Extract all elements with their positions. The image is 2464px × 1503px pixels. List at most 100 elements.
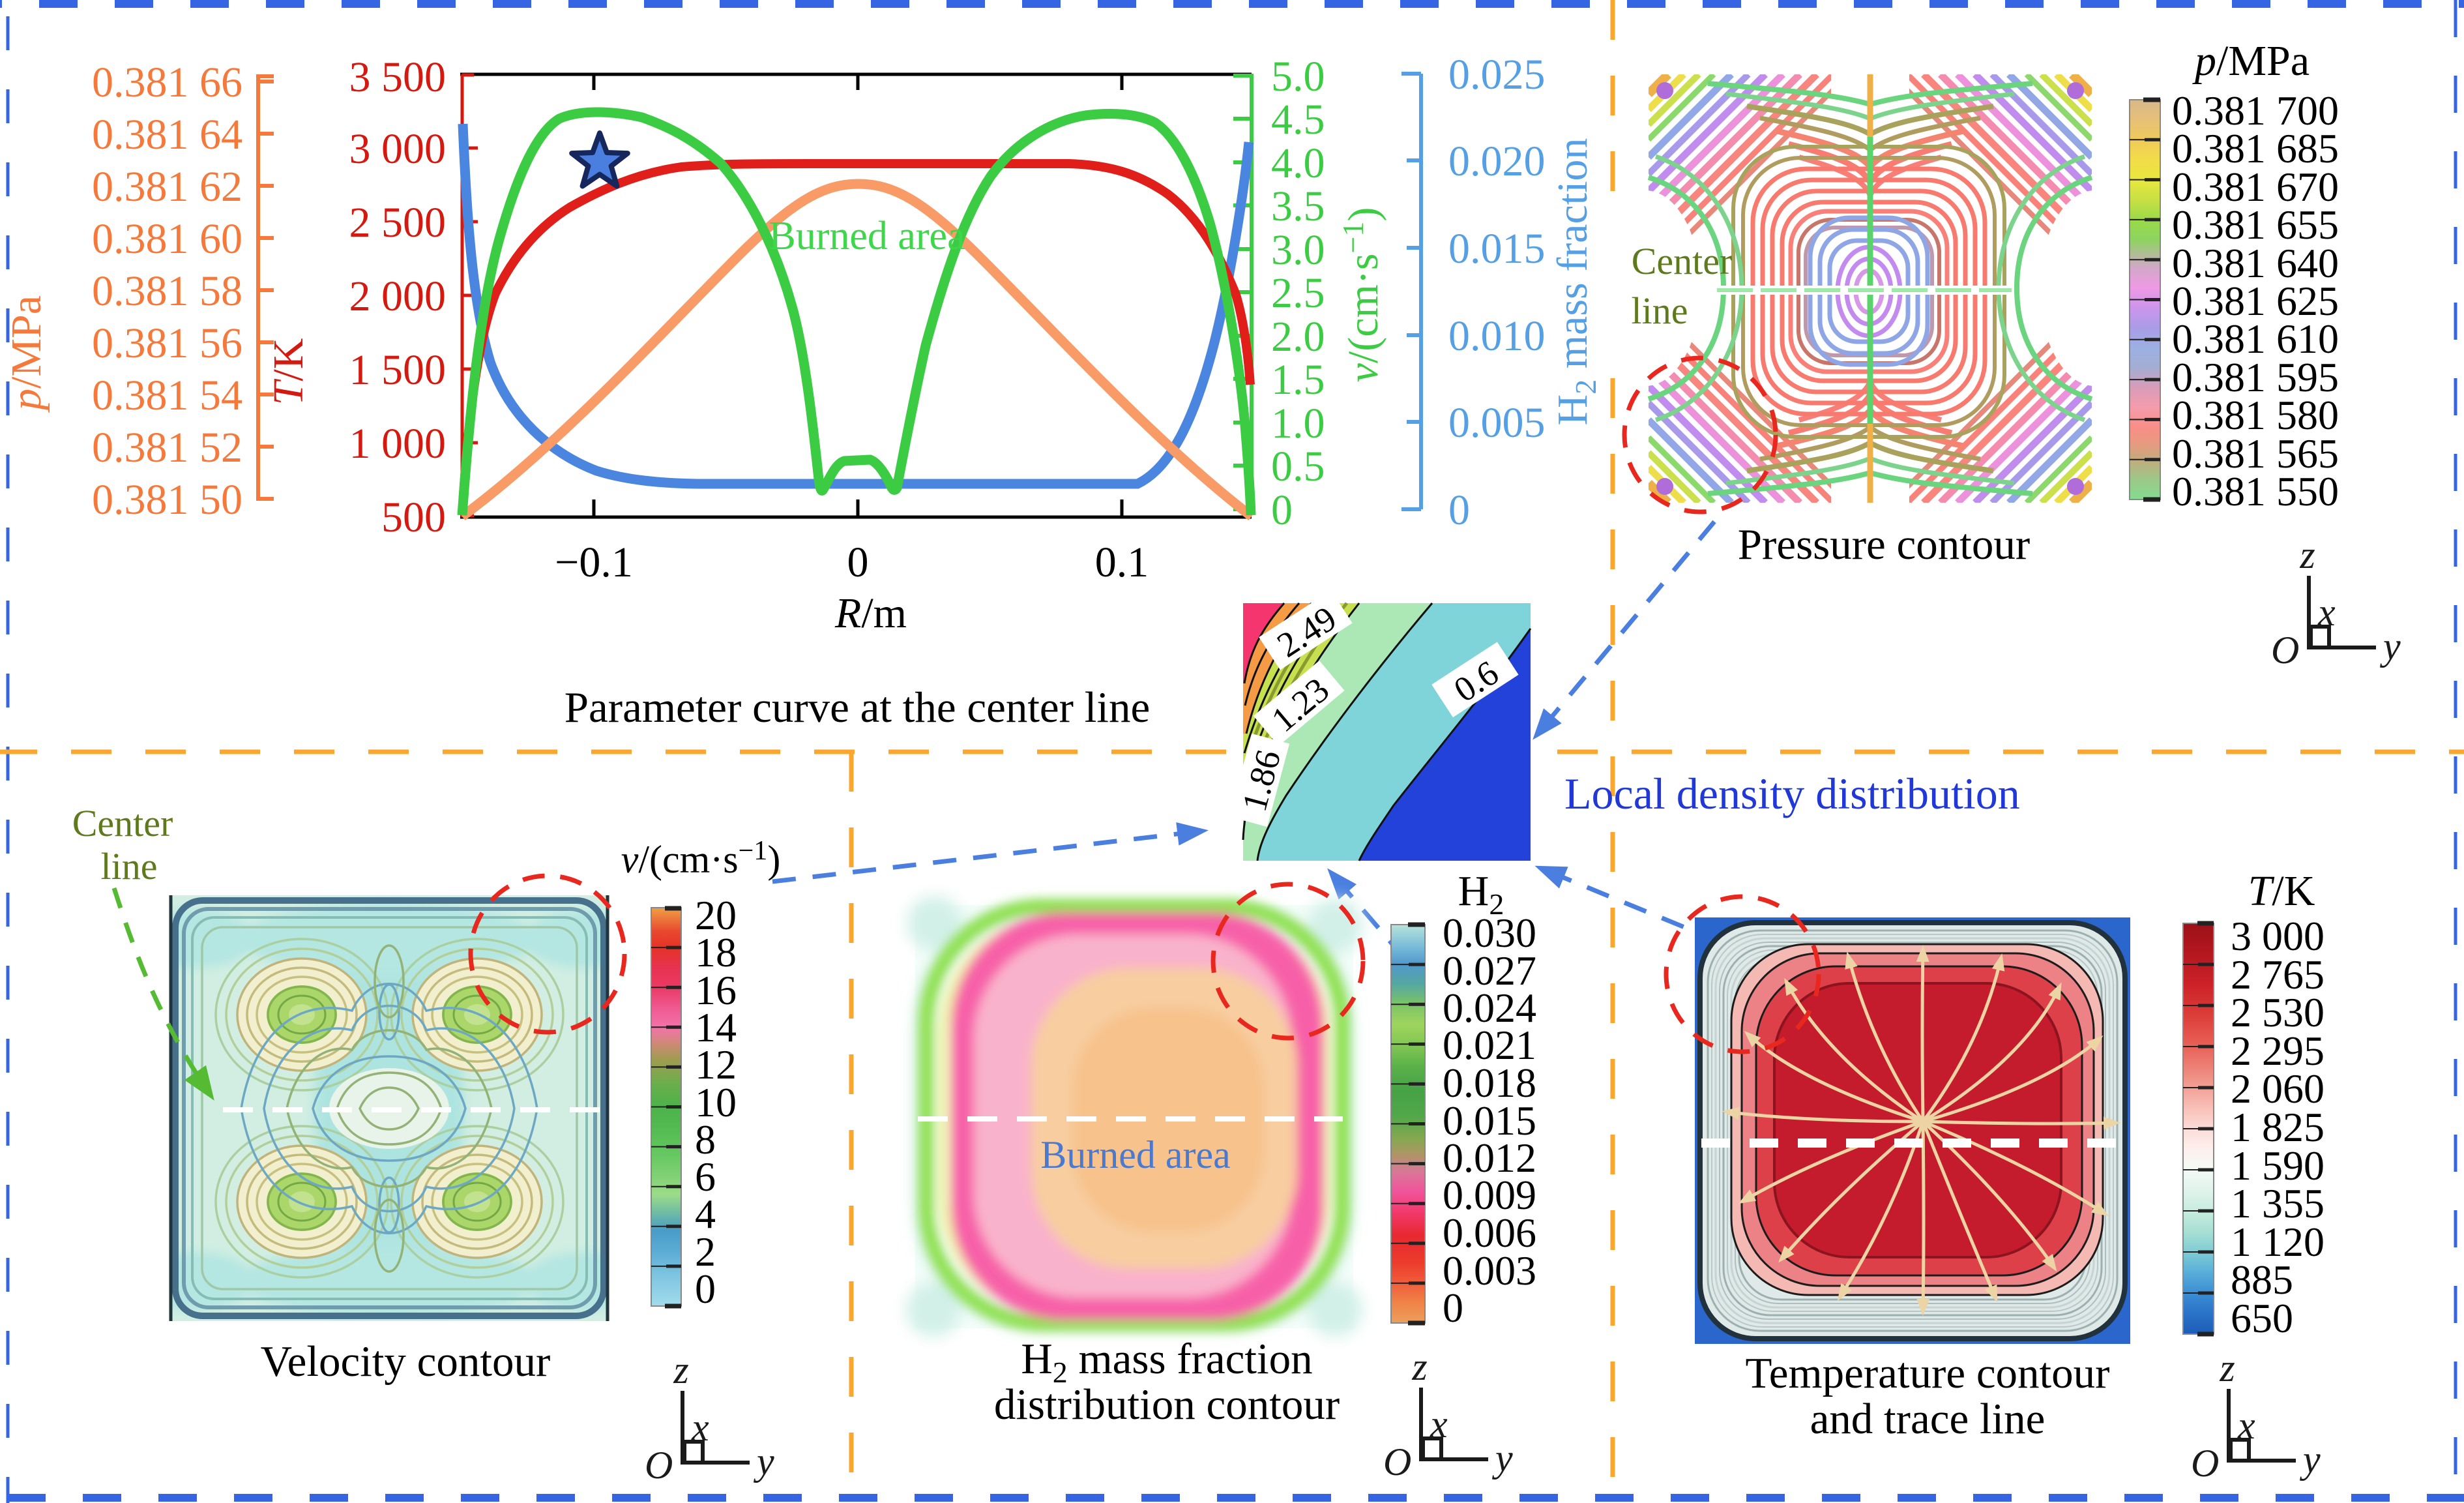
svg-text:y: y bbox=[753, 1440, 774, 1483]
svg-text:0.030: 0.030 bbox=[1443, 910, 1536, 956]
svg-text:2 500: 2 500 bbox=[349, 199, 447, 246]
svg-text:12: 12 bbox=[695, 1041, 737, 1088]
svg-text:0.381 66: 0.381 66 bbox=[92, 59, 242, 106]
svg-text:O: O bbox=[2271, 629, 2299, 672]
svg-text:0.009: 0.009 bbox=[1443, 1172, 1536, 1218]
svg-text:0.018: 0.018 bbox=[1443, 1060, 1536, 1106]
svg-text:10: 10 bbox=[695, 1079, 737, 1125]
svg-text:Center: Center bbox=[72, 802, 173, 844]
svg-text:x: x bbox=[2317, 591, 2336, 634]
svg-text:5.0: 5.0 bbox=[1271, 53, 1325, 100]
svg-text:2 765: 2 765 bbox=[2231, 951, 2325, 998]
svg-text:p/MPa: p/MPa bbox=[3, 295, 50, 413]
svg-text:0: 0 bbox=[1443, 1285, 1463, 1331]
svg-text:v/(cm·s−1): v/(cm·s−1) bbox=[621, 836, 781, 881]
svg-text:8: 8 bbox=[695, 1116, 716, 1163]
svg-text:0.005: 0.005 bbox=[1448, 399, 1546, 447]
svg-text:T/K: T/K bbox=[265, 338, 312, 406]
svg-text:0.006: 0.006 bbox=[1443, 1210, 1536, 1256]
svg-text:1 825: 1 825 bbox=[2231, 1104, 2325, 1150]
svg-text:z: z bbox=[2219, 1347, 2235, 1390]
svg-text:2 000: 2 000 bbox=[349, 273, 447, 320]
svg-text:H2 mass fraction: H2 mass fraction bbox=[1021, 1335, 1312, 1389]
svg-text:0.381 670: 0.381 670 bbox=[2172, 164, 2339, 210]
svg-text:0.027: 0.027 bbox=[1443, 947, 1536, 994]
svg-text:1 000: 1 000 bbox=[349, 420, 447, 468]
svg-text:0.381 655: 0.381 655 bbox=[2172, 201, 2339, 248]
svg-text:T/K: T/K bbox=[2248, 867, 2315, 915]
svg-text:0.015: 0.015 bbox=[1448, 225, 1546, 273]
svg-text:0.024: 0.024 bbox=[1443, 985, 1536, 1031]
svg-text:−0.1: −0.1 bbox=[555, 539, 633, 586]
svg-text:0.381 58: 0.381 58 bbox=[92, 267, 242, 315]
svg-text:Parameter curve at the center: Parameter curve at the center line bbox=[565, 683, 1150, 732]
svg-text:O: O bbox=[1383, 1440, 1411, 1483]
svg-text:1 590: 1 590 bbox=[2231, 1142, 2325, 1189]
svg-text:Center: Center bbox=[1632, 240, 1733, 282]
svg-text:x: x bbox=[1430, 1403, 1448, 1446]
svg-text:z: z bbox=[673, 1348, 688, 1391]
svg-text:0.381 625: 0.381 625 bbox=[2172, 278, 2339, 324]
svg-text:4.5: 4.5 bbox=[1271, 96, 1325, 143]
svg-text:4: 4 bbox=[695, 1191, 716, 1237]
svg-text:p/MPa: p/MPa bbox=[2192, 37, 2310, 85]
svg-text:6: 6 bbox=[695, 1153, 716, 1200]
svg-text:0.381 595: 0.381 595 bbox=[2172, 354, 2339, 400]
svg-text:0.381 550: 0.381 550 bbox=[2172, 468, 2339, 514]
svg-text:2 530: 2 530 bbox=[2231, 989, 2325, 1035]
svg-text:O: O bbox=[645, 1444, 673, 1487]
svg-text:500: 500 bbox=[381, 494, 446, 541]
svg-text:0.015: 0.015 bbox=[1443, 1097, 1536, 1144]
svg-text:3 000: 3 000 bbox=[349, 125, 447, 173]
svg-text:2: 2 bbox=[695, 1228, 716, 1275]
svg-text:z: z bbox=[1411, 1345, 1427, 1388]
svg-text:18: 18 bbox=[695, 929, 737, 975]
svg-text:1 120: 1 120 bbox=[2231, 1219, 2325, 1265]
svg-text:and trace line: and trace line bbox=[1810, 1395, 2046, 1443]
svg-text:x: x bbox=[2237, 1404, 2255, 1447]
svg-text:0.003: 0.003 bbox=[1443, 1247, 1536, 1294]
svg-text:line: line bbox=[101, 845, 158, 887]
svg-text:0.1: 0.1 bbox=[1095, 539, 1149, 586]
svg-text:0.381 700: 0.381 700 bbox=[2172, 87, 2339, 134]
svg-text:16: 16 bbox=[695, 967, 737, 1013]
svg-text:885: 885 bbox=[2231, 1257, 2293, 1303]
svg-text:2.0: 2.0 bbox=[1271, 313, 1325, 361]
svg-text:0.381 62: 0.381 62 bbox=[92, 163, 242, 211]
svg-text:0.020: 0.020 bbox=[1448, 138, 1546, 185]
svg-text:4.0: 4.0 bbox=[1271, 140, 1325, 187]
svg-text:line: line bbox=[1632, 290, 1688, 332]
svg-text:1 500: 1 500 bbox=[349, 346, 447, 394]
svg-text:3.0: 3.0 bbox=[1271, 226, 1325, 274]
svg-text:y: y bbox=[2379, 625, 2401, 668]
svg-text:0.381 50: 0.381 50 bbox=[92, 476, 242, 524]
svg-text:z: z bbox=[2299, 533, 2315, 576]
svg-text:0.381 64: 0.381 64 bbox=[92, 111, 242, 158]
svg-text:1.5: 1.5 bbox=[1271, 356, 1325, 404]
svg-text:1 355: 1 355 bbox=[2231, 1180, 2325, 1227]
svg-text:O: O bbox=[2191, 1442, 2219, 1485]
svg-text:Temperature contour: Temperature contour bbox=[1746, 1349, 2110, 1397]
svg-text:0: 0 bbox=[695, 1266, 716, 1312]
svg-text:0.381 565: 0.381 565 bbox=[2172, 430, 2339, 477]
svg-text:Pressure contour: Pressure contour bbox=[1738, 520, 2030, 569]
svg-text:Burned area: Burned area bbox=[1040, 1133, 1231, 1176]
svg-text:0.381 54: 0.381 54 bbox=[92, 372, 242, 419]
svg-text:y: y bbox=[2299, 1438, 2321, 1481]
svg-text:2 060: 2 060 bbox=[2231, 1065, 2325, 1112]
svg-text:0: 0 bbox=[1448, 486, 1470, 534]
svg-text:distribution contour: distribution contour bbox=[994, 1380, 1340, 1429]
svg-text:0.381 610: 0.381 610 bbox=[2172, 316, 2339, 362]
svg-text:0.381 580: 0.381 580 bbox=[2172, 392, 2339, 438]
svg-text:0.381 685: 0.381 685 bbox=[2172, 125, 2339, 171]
svg-text:0.012: 0.012 bbox=[1443, 1135, 1536, 1181]
svg-text:3.5: 3.5 bbox=[1271, 183, 1325, 230]
svg-text:0.381 640: 0.381 640 bbox=[2172, 240, 2339, 286]
svg-text:3 000: 3 000 bbox=[2231, 913, 2325, 959]
svg-text:0.381 56: 0.381 56 bbox=[92, 320, 242, 367]
svg-text:0: 0 bbox=[847, 539, 869, 586]
svg-text:0: 0 bbox=[1271, 486, 1293, 534]
svg-text:0.5: 0.5 bbox=[1271, 443, 1325, 490]
svg-text:v/(cm·s−1): v/(cm·s−1) bbox=[1336, 207, 1387, 383]
svg-text:0.021: 0.021 bbox=[1443, 1022, 1536, 1068]
